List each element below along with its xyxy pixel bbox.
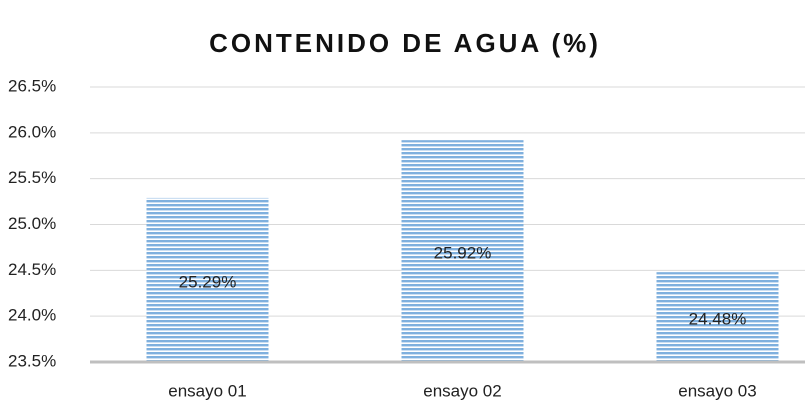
y-tick-label: 26.0% (8, 122, 56, 141)
bar (656, 272, 779, 362)
y-tick-label: 24.0% (8, 306, 56, 325)
y-tick-label: 23.5% (8, 351, 56, 370)
data-label: 25.92% (434, 244, 492, 263)
y-tick-label: 25.0% (8, 214, 56, 233)
bar (146, 197, 269, 362)
x-tick-label: ensayo 02 (423, 381, 501, 400)
bar (401, 140, 524, 362)
x-tick-label: ensayo 01 (168, 381, 246, 400)
data-label: 24.48% (689, 310, 747, 329)
y-tick-label: 24.5% (8, 260, 56, 279)
chart-title: CONTENIDO DE AGUA (%) (209, 28, 601, 58)
x-tick-label: ensayo 03 (678, 381, 756, 400)
y-tick-label: 26.5% (8, 76, 56, 95)
data-label: 25.29% (179, 272, 237, 291)
y-tick-label: 25.5% (8, 168, 56, 187)
